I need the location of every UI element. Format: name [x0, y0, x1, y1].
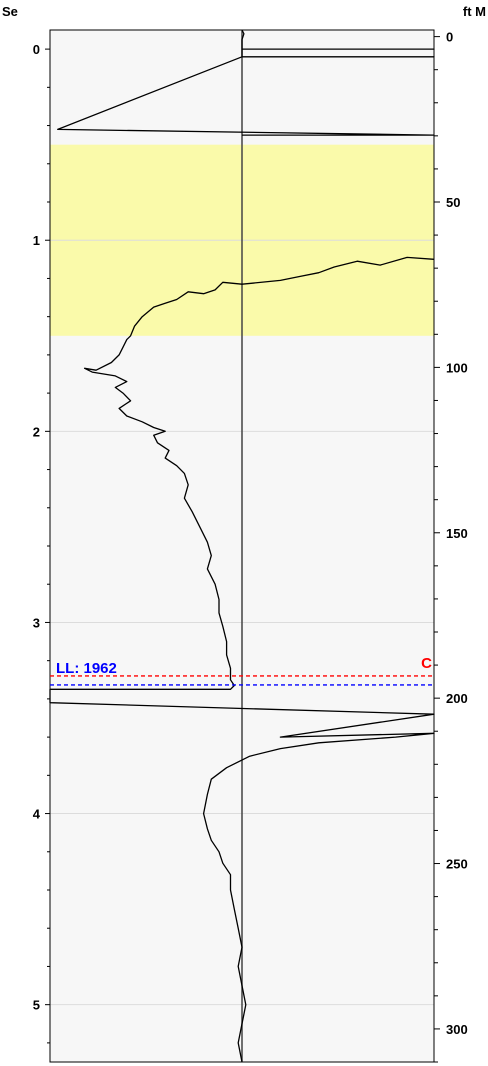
- right-tick-label: 100: [446, 360, 468, 375]
- right-tick-label: 300: [446, 1022, 468, 1037]
- right-tick-label: 250: [446, 857, 468, 872]
- marker-label: C: [421, 655, 432, 672]
- right-tick-label: 0: [446, 30, 453, 45]
- right-tick-label: 50: [446, 195, 460, 210]
- left-tick-label: 5: [33, 998, 40, 1013]
- marker-label: LL: 1962: [56, 660, 117, 677]
- right-tick-label: 150: [446, 526, 468, 541]
- left-tick-label: 4: [33, 807, 41, 822]
- left-tick-label: 3: [33, 615, 40, 630]
- series-line-2: [49, 256, 435, 1063]
- left-tick-label: 0: [33, 42, 40, 57]
- right-tick-label: 200: [446, 691, 468, 706]
- left-tick-label: 2: [33, 424, 40, 439]
- series-line-1: [57, 29, 435, 136]
- right-axis-label: ft M: [463, 4, 486, 19]
- left-tick-label: 1: [33, 233, 40, 248]
- left-axis-label: Se: [2, 4, 18, 19]
